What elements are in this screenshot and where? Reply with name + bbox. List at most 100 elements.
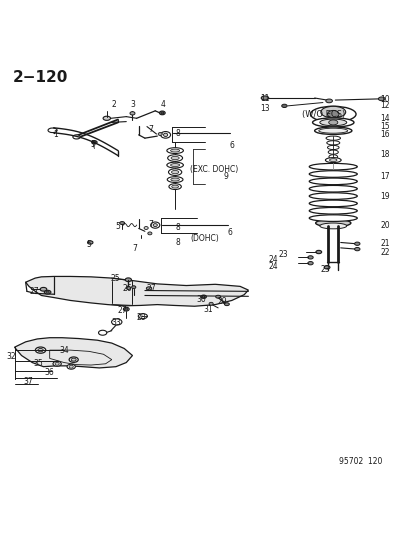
Ellipse shape bbox=[138, 314, 147, 319]
Text: 7: 7 bbox=[132, 244, 137, 253]
Text: 29: 29 bbox=[217, 297, 227, 306]
Ellipse shape bbox=[319, 119, 346, 126]
Ellipse shape bbox=[103, 116, 110, 120]
Text: 18: 18 bbox=[380, 150, 389, 159]
Text: 8: 8 bbox=[175, 238, 180, 247]
Text: 21: 21 bbox=[380, 239, 389, 248]
Text: 34: 34 bbox=[59, 345, 69, 354]
Ellipse shape bbox=[209, 302, 213, 305]
Ellipse shape bbox=[71, 358, 76, 361]
Ellipse shape bbox=[119, 222, 124, 224]
Text: 32: 32 bbox=[7, 352, 17, 361]
Ellipse shape bbox=[38, 349, 43, 352]
Ellipse shape bbox=[167, 155, 182, 161]
Ellipse shape bbox=[327, 146, 338, 150]
Ellipse shape bbox=[168, 169, 181, 175]
Ellipse shape bbox=[170, 149, 179, 152]
Text: 27: 27 bbox=[146, 284, 156, 293]
Ellipse shape bbox=[150, 222, 159, 228]
Ellipse shape bbox=[125, 308, 127, 310]
Ellipse shape bbox=[44, 290, 51, 294]
Text: 19: 19 bbox=[379, 192, 389, 200]
Ellipse shape bbox=[126, 287, 130, 289]
Ellipse shape bbox=[93, 141, 96, 143]
Ellipse shape bbox=[171, 156, 179, 160]
Ellipse shape bbox=[318, 128, 347, 133]
Text: 2: 2 bbox=[111, 100, 116, 109]
Ellipse shape bbox=[146, 287, 152, 290]
Text: 6: 6 bbox=[229, 141, 234, 150]
Ellipse shape bbox=[307, 256, 312, 259]
Text: 17: 17 bbox=[379, 172, 389, 181]
Ellipse shape bbox=[354, 242, 359, 245]
Text: 8: 8 bbox=[175, 223, 180, 232]
Ellipse shape bbox=[319, 223, 346, 229]
Ellipse shape bbox=[40, 287, 47, 291]
Text: 36: 36 bbox=[45, 368, 55, 377]
Ellipse shape bbox=[309, 193, 356, 199]
Ellipse shape bbox=[35, 347, 45, 353]
Ellipse shape bbox=[67, 364, 75, 369]
Ellipse shape bbox=[153, 224, 157, 227]
Text: 5: 5 bbox=[86, 240, 91, 249]
Text: (EXC. DOHC): (EXC. DOHC) bbox=[190, 165, 238, 174]
Ellipse shape bbox=[320, 106, 345, 118]
Ellipse shape bbox=[167, 176, 183, 182]
Ellipse shape bbox=[160, 132, 170, 138]
Ellipse shape bbox=[87, 241, 93, 244]
Ellipse shape bbox=[163, 133, 167, 136]
Ellipse shape bbox=[315, 219, 350, 227]
Ellipse shape bbox=[309, 171, 356, 177]
Text: 37: 37 bbox=[23, 377, 33, 386]
Ellipse shape bbox=[55, 362, 59, 365]
Ellipse shape bbox=[123, 308, 129, 311]
Text: 13: 13 bbox=[259, 104, 269, 113]
Ellipse shape bbox=[281, 104, 287, 108]
Ellipse shape bbox=[158, 133, 162, 135]
Ellipse shape bbox=[323, 265, 329, 269]
Text: 7: 7 bbox=[147, 125, 152, 134]
Ellipse shape bbox=[215, 295, 220, 298]
Text: 24: 24 bbox=[268, 255, 278, 264]
Ellipse shape bbox=[160, 112, 164, 114]
Text: 95702  120: 95702 120 bbox=[339, 457, 382, 466]
Polygon shape bbox=[26, 277, 248, 306]
Ellipse shape bbox=[309, 207, 356, 214]
Text: 27: 27 bbox=[117, 306, 127, 315]
Ellipse shape bbox=[69, 365, 73, 368]
Polygon shape bbox=[14, 338, 132, 368]
Ellipse shape bbox=[314, 127, 351, 134]
Ellipse shape bbox=[328, 155, 337, 159]
Ellipse shape bbox=[46, 291, 49, 293]
Ellipse shape bbox=[111, 319, 121, 325]
Text: 10: 10 bbox=[379, 95, 389, 104]
Text: 1: 1 bbox=[53, 131, 58, 139]
Ellipse shape bbox=[130, 112, 135, 115]
Ellipse shape bbox=[309, 185, 356, 192]
Ellipse shape bbox=[92, 141, 97, 144]
Ellipse shape bbox=[144, 227, 148, 229]
Text: 6: 6 bbox=[227, 228, 232, 237]
Text: 22: 22 bbox=[380, 247, 389, 256]
Ellipse shape bbox=[329, 159, 336, 161]
Text: 5: 5 bbox=[115, 222, 120, 231]
Text: 28: 28 bbox=[136, 312, 145, 321]
Ellipse shape bbox=[125, 278, 131, 281]
Ellipse shape bbox=[48, 128, 57, 133]
Ellipse shape bbox=[327, 110, 338, 118]
Ellipse shape bbox=[166, 162, 183, 168]
Text: (DOHC): (DOHC) bbox=[190, 234, 218, 243]
Text: 11: 11 bbox=[260, 93, 269, 102]
Text: 16: 16 bbox=[379, 131, 389, 139]
Ellipse shape bbox=[169, 184, 181, 190]
Ellipse shape bbox=[377, 97, 384, 101]
Ellipse shape bbox=[328, 120, 337, 125]
Ellipse shape bbox=[224, 303, 229, 305]
Text: 14: 14 bbox=[379, 114, 389, 123]
Text: 33: 33 bbox=[111, 318, 121, 327]
Text: 7: 7 bbox=[148, 220, 153, 229]
Text: (W/O ECS): (W/O ECS) bbox=[301, 110, 344, 119]
Ellipse shape bbox=[147, 232, 152, 235]
Ellipse shape bbox=[171, 185, 178, 188]
Ellipse shape bbox=[307, 262, 312, 265]
